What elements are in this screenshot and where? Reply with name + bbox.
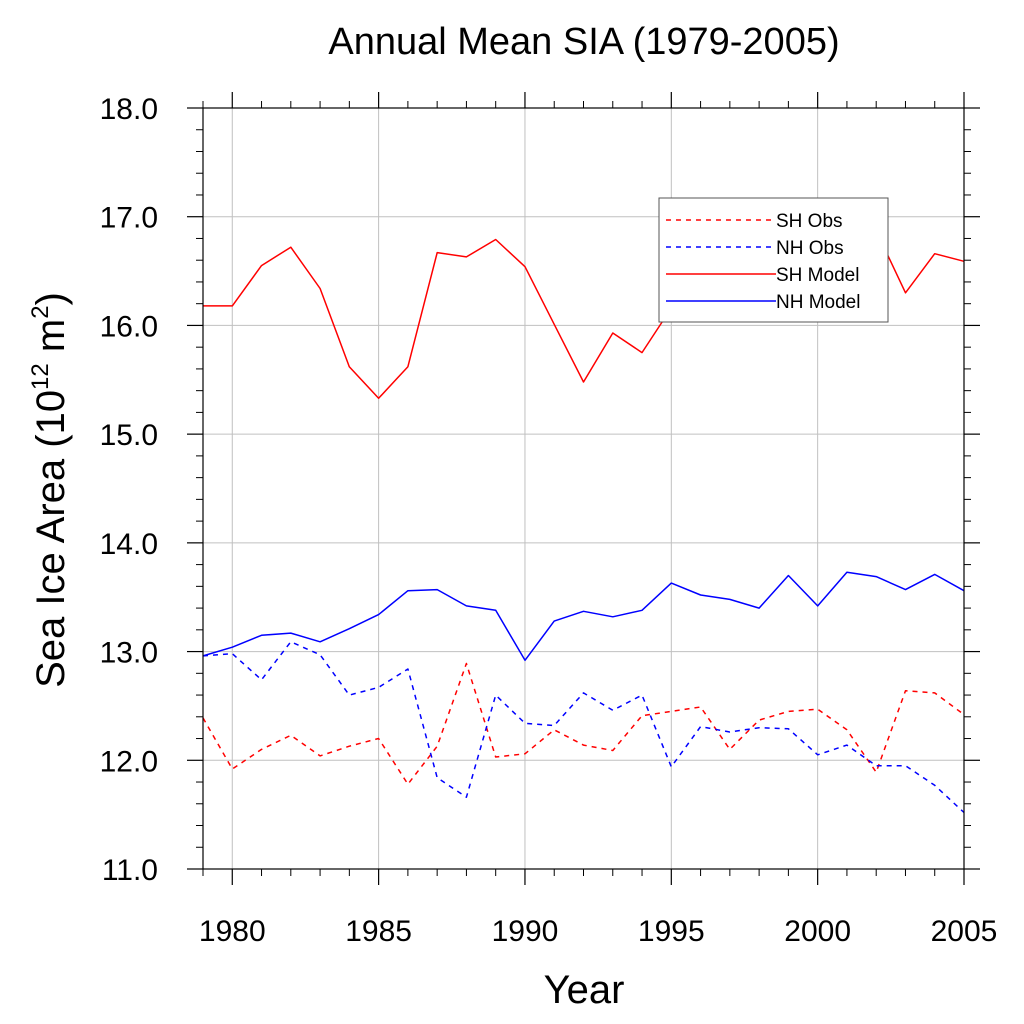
x-axis-label: Year	[544, 968, 625, 1012]
x-tick-label: 1995	[638, 915, 705, 948]
y-tick-label: 17.0	[100, 202, 158, 235]
y-tick-label: 16.0	[100, 310, 158, 343]
x-tick-label: 1985	[345, 915, 412, 948]
y-tick-label: 18.0	[100, 93, 158, 126]
y-axis-label-unit: m	[29, 319, 73, 363]
x-tick-label: 2005	[931, 915, 998, 948]
y-tick-label: 11.0	[102, 854, 158, 887]
y-axis-label-end: )	[29, 292, 73, 305]
x-tick-labels: 1980 1985 1990 1995 2000 2005	[199, 915, 997, 948]
y-axis-label-exponent-2: 2	[27, 305, 54, 318]
chart-title: Annual Mean SIA (1979-2005)	[328, 21, 839, 63]
y-axis-label-main: Sea Ice Area (10	[29, 390, 73, 688]
y-tick-label: 13.0	[100, 637, 158, 670]
plot-frame	[202, 107, 965, 870]
x-tick-label: 1980	[199, 915, 266, 948]
y-tick-label: 14.0	[100, 528, 158, 561]
legend-label-nh-obs: NH Obs	[776, 238, 844, 259]
series-line-nh-model	[202, 571, 965, 662]
series-line-sh-obs	[202, 662, 965, 785]
y-axis-label-exponent-1: 12	[27, 363, 54, 390]
x-tick-label: 2000	[784, 915, 851, 948]
y-axis-label: Sea Ice Area (1012 m2)	[27, 292, 73, 688]
y-tick-label: 15.0	[100, 419, 158, 452]
legend-label-sh-obs: SH Obs	[776, 211, 843, 232]
y-tick-label: 12.0	[100, 745, 158, 778]
y-tick-labels: 11.0 12.0 13.0 14.0 15.0 16.0 17.0 18.0	[100, 93, 158, 887]
major-ticks	[187, 92, 980, 885]
legend: SH Obs NH Obs SH Model NH Model	[658, 197, 889, 323]
x-tick-label: 1990	[492, 915, 559, 948]
legend-label-nh-model: NH Model	[776, 292, 860, 313]
series-line-nh-obs	[202, 641, 965, 814]
minor-ticks	[196, 101, 971, 876]
legend-label-sh-model: SH Model	[776, 265, 859, 286]
